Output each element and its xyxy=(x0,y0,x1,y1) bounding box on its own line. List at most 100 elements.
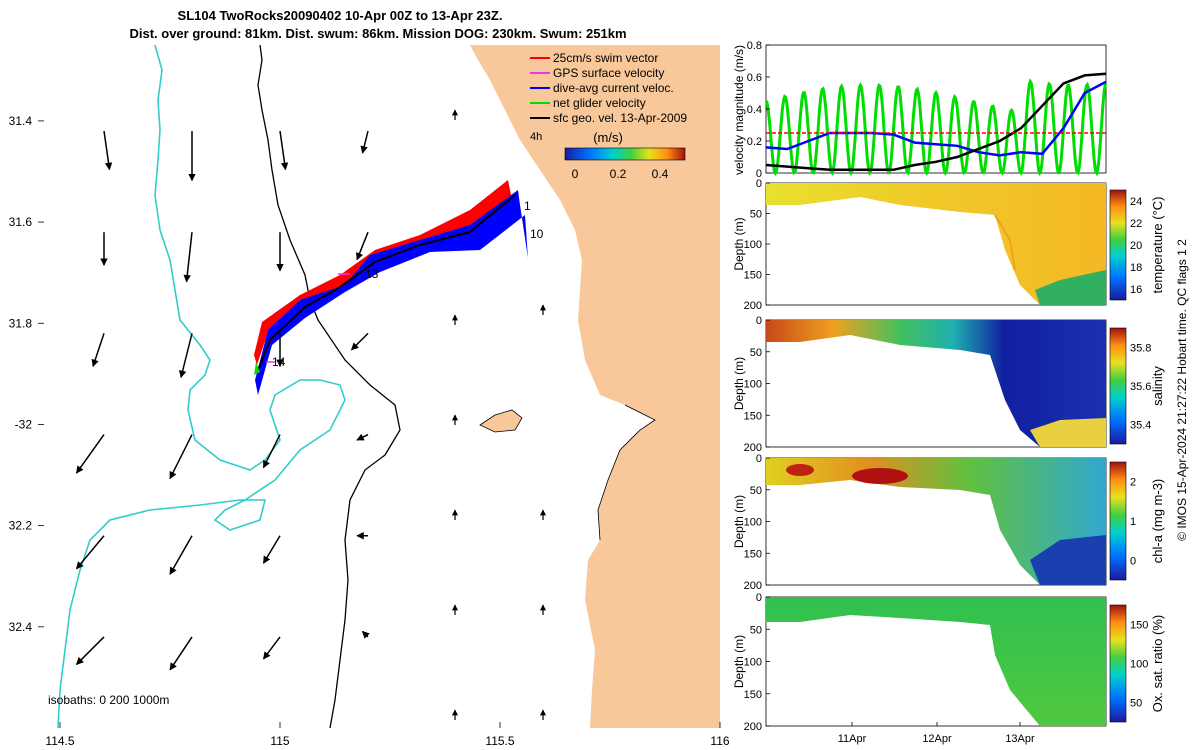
depth-tick-label: 100 xyxy=(744,657,762,669)
copyright-note: © IMOS 15-Apr-2024 21:27:22 Hobart time.… xyxy=(1175,239,1189,541)
velocity-ytick-label: 0 xyxy=(756,168,762,180)
colorbar-tick-label: 2 xyxy=(1130,477,1136,489)
sfc-velocity-arrow xyxy=(75,636,105,665)
coastline xyxy=(597,404,656,541)
depth-axis-label: Depth (m) xyxy=(732,495,746,548)
depth-tick-label: 50 xyxy=(750,347,762,359)
sfc-velocity-arrow xyxy=(356,231,369,261)
temperature-field xyxy=(766,183,1106,305)
colorbar xyxy=(1109,189,1127,301)
velocity-series xyxy=(765,72,1107,172)
colorbar-label: chl-a (mg m-3) xyxy=(1150,479,1165,564)
colorbar xyxy=(1109,604,1127,723)
colorbar-tick-label: 100 xyxy=(1130,659,1148,671)
legend-extra-4h: 4h xyxy=(530,131,542,143)
map-ytick-label: 31.4 xyxy=(9,114,33,128)
net-velocity-line xyxy=(764,78,1108,177)
sfc-velocity-arrow xyxy=(103,130,113,171)
colorbar-tick-2: 0.4 xyxy=(652,167,669,181)
point-label-13: 13 xyxy=(365,267,379,281)
point-label-1: 1 xyxy=(524,199,531,213)
sfc-velocity-arrow xyxy=(183,232,193,283)
point-label-14: 14 xyxy=(272,355,286,369)
velocity-series-line xyxy=(765,80,1107,157)
depth-tick-label: 200 xyxy=(744,300,762,312)
velocity-ytick-label: 0.6 xyxy=(747,72,762,84)
velocity-y-axis: 0 0.2 0.4 0.6 0.8 xyxy=(747,40,770,180)
colorbar-tick-label: 22 xyxy=(1130,218,1142,230)
map-xtick-label: 115.5 xyxy=(485,734,514,748)
land-area xyxy=(470,45,720,728)
colorbar-tick-label: 150 xyxy=(1130,620,1148,632)
colorbar-tick-0: 0 xyxy=(572,167,579,181)
colorbar-tick-label: 35.6 xyxy=(1130,381,1151,393)
colorbar-tick-label: 35.4 xyxy=(1130,420,1151,432)
colorbar-label: temperature (°C) xyxy=(1150,197,1165,294)
colorbar xyxy=(1109,461,1127,581)
net-velocity-marker xyxy=(254,362,260,375)
velocity-ylabel: velocity magnitude (m/s) xyxy=(732,45,746,175)
sfc-velocity-arrow xyxy=(361,630,370,639)
colorbar-tick-label: 18 xyxy=(1130,262,1142,274)
temperature-panel xyxy=(765,182,1107,306)
depth-tick-label: 0 xyxy=(756,592,762,604)
sfc-velocity-arrow xyxy=(360,130,369,154)
depth-tick-label: 100 xyxy=(744,239,762,251)
colorbar-tick-label: 16 xyxy=(1130,284,1142,296)
figure-title-line1: SL104 TwoRocks20090402 10-Apr 00Z to 13-… xyxy=(178,8,503,23)
depth-tick-label: 50 xyxy=(750,624,762,636)
colorbar-unit: (m/s) xyxy=(593,130,623,145)
sfc-velocity-arrow xyxy=(279,130,289,171)
point-label-10: 10 xyxy=(530,227,544,241)
depth-tick-label: 0 xyxy=(756,315,762,327)
map-ytick-label: 32.4 xyxy=(9,620,33,634)
map-ytick-label: 31.6 xyxy=(9,215,33,229)
colorbar-label: salinity xyxy=(1150,366,1165,406)
depth-tick-label: 0 xyxy=(756,453,762,465)
map-axes: 114.5 115 115.5 116 31.4 31.6 31.8 -32 32.2 32.4 xyxy=(9,114,730,748)
oxygen-panel xyxy=(765,596,1107,727)
velocity-panel: 0 0.2 0.4 0.6 0.8 velocity magnitude (m/s) xyxy=(732,40,1108,180)
colorbar-tick-label: 20 xyxy=(1130,240,1142,252)
colorbar-tick-label: 50 xyxy=(1130,698,1142,710)
oxygen-field xyxy=(766,597,1106,726)
sfc-velocity-arrow xyxy=(75,434,105,474)
legend-label: dive-avg current veloc. xyxy=(553,81,674,95)
sfc-velocity-arrow xyxy=(75,535,105,570)
depth-tick-label: 150 xyxy=(744,270,762,282)
sfc-velocity-arrows xyxy=(75,109,546,720)
legend-label: sfc geo. vel. 13-Apr-2009 xyxy=(553,111,687,125)
sfc-velocity-arrow xyxy=(262,535,281,564)
velocity-ytick-label: 0.8 xyxy=(747,40,762,52)
temperature-cold-layer xyxy=(1035,270,1106,305)
depth-tick-label: 50 xyxy=(750,209,762,221)
colorbar-tick-label: 0 xyxy=(1130,555,1136,567)
colorbar xyxy=(1109,327,1127,445)
depth-tick-label: 200 xyxy=(744,580,762,592)
depth-tick-label: 200 xyxy=(744,721,762,733)
velocity-ytick-label: 0.4 xyxy=(747,104,762,116)
salinity-panel xyxy=(765,319,1107,448)
sfc-velocity-arrow xyxy=(169,535,193,575)
sfc-velocity-arrow xyxy=(356,433,369,441)
legend-label: GPS surface velocity xyxy=(553,66,664,80)
depth-axis-label: Depth (m) xyxy=(732,217,746,270)
depth-tick-label: 0 xyxy=(756,178,762,190)
swim-vector-swath xyxy=(254,180,512,365)
map-ytick-label: -32 xyxy=(15,417,33,431)
date-tick-label: 12Apr xyxy=(922,733,952,745)
glider-track-line xyxy=(257,194,516,371)
depth-axis-label: Depth (m) xyxy=(732,357,746,410)
chla-maximum-patch xyxy=(852,468,908,484)
island xyxy=(479,409,523,433)
map-xtick-label: 115 xyxy=(270,734,289,748)
map-ytick-label: 31.8 xyxy=(9,316,33,330)
depth-tick-label: 150 xyxy=(744,689,762,701)
velocity-series-line xyxy=(765,72,1107,172)
legend-label: 25cm/s swim vector xyxy=(553,51,658,65)
velocity-ytick-label: 0.2 xyxy=(747,136,762,148)
colorbar-tick-1: 0.2 xyxy=(610,167,627,181)
